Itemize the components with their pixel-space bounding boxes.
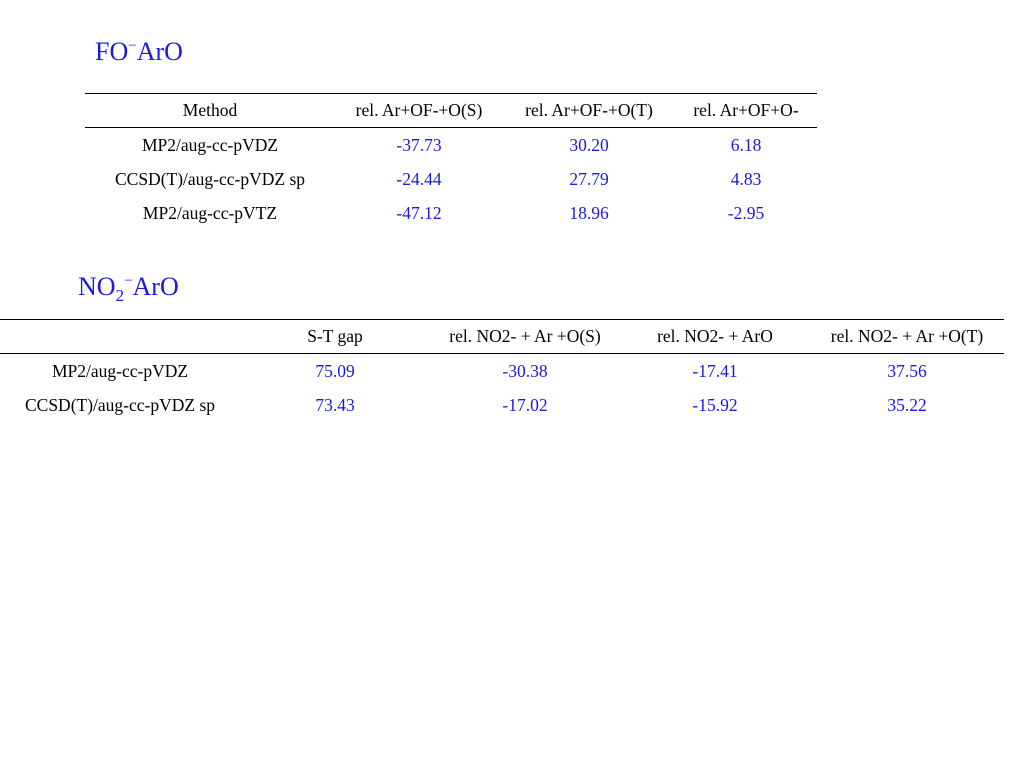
- value-cell: -24.44: [396, 168, 442, 189]
- value-cell: 6.18: [730, 134, 762, 155]
- value-cell: 4.83: [730, 168, 762, 189]
- section-title-no2-aro: NO2−ArO: [78, 272, 179, 305]
- table-row: CCSD(T)/aug-cc-pVDZ sp -24.44 27.79 4.83: [85, 162, 817, 196]
- value-cell: -30.38: [502, 360, 548, 381]
- method-cell: CCSD(T)/aug-cc-pVDZ sp: [24, 394, 216, 415]
- method-cell: MP2/aug-cc-pVDZ: [51, 360, 189, 381]
- value-cell: 37.56: [887, 360, 927, 381]
- value-cell: 75.09: [315, 360, 355, 381]
- value-cell: 30.20: [569, 134, 609, 155]
- title-superscript: −: [128, 38, 137, 54]
- fo-aro-table: Method rel. Ar+OF-+O(S) rel. Ar+OF-+O(T)…: [85, 93, 817, 230]
- value-cell: -17.02: [502, 394, 548, 415]
- column-header-empty: [0, 319, 240, 354]
- title-rest: ArO: [132, 272, 179, 301]
- table-row: MP2/aug-cc-pVDZ -37.73 30.20 6.18: [85, 128, 817, 163]
- table-row: MP2/aug-cc-pVTZ -47.12 18.96 -2.95: [85, 196, 817, 230]
- value-cell: 27.79: [569, 168, 609, 189]
- column-header: rel. Ar+OF-+O(S): [335, 93, 503, 128]
- value-cell: -17.41: [692, 360, 738, 381]
- value-cell: -2.95: [727, 202, 765, 223]
- column-header: rel. Ar+OF+O-: [675, 93, 817, 128]
- method-cell: CCSD(T)/aug-cc-pVDZ sp: [114, 168, 306, 189]
- method-cell: MP2/aug-cc-pVDZ: [141, 134, 279, 155]
- no2-aro-table: S-T gap rel. NO2- + Ar +O(S) rel. NO2- +…: [0, 319, 1004, 422]
- table-header-row: Method rel. Ar+OF-+O(S) rel. Ar+OF-+O(T)…: [85, 93, 817, 128]
- column-header: rel. Ar+OF-+O(T): [503, 93, 675, 128]
- title-rest: ArO: [136, 37, 183, 66]
- column-header: rel. NO2- + Ar +O(S): [430, 319, 620, 354]
- column-header-method: Method: [85, 93, 335, 128]
- title-subscript: 2: [115, 286, 125, 305]
- value-cell: 18.96: [569, 202, 609, 223]
- column-header: rel. NO2- + ArO: [620, 319, 810, 354]
- table-row: MP2/aug-cc-pVDZ 75.09 -30.38 -17.41 37.5…: [0, 354, 1004, 389]
- title-main: NO: [78, 272, 116, 301]
- method-cell: MP2/aug-cc-pVTZ: [142, 202, 278, 223]
- value-cell: -15.92: [692, 394, 738, 415]
- column-header: S-T gap: [240, 319, 430, 354]
- title-superscript: −: [124, 273, 133, 289]
- section-title-fo-aro: FO−ArO: [95, 39, 183, 65]
- title-main: FO: [95, 37, 129, 66]
- column-header: rel. NO2- + Ar +O(T): [810, 319, 1004, 354]
- value-cell: -47.12: [396, 202, 442, 223]
- value-cell: -37.73: [396, 134, 442, 155]
- table-row: CCSD(T)/aug-cc-pVDZ sp 73.43 -17.02 -15.…: [0, 388, 1004, 422]
- table-header-row: S-T gap rel. NO2- + Ar +O(S) rel. NO2- +…: [0, 319, 1004, 354]
- value-cell: 35.22: [887, 394, 927, 415]
- value-cell: 73.43: [315, 394, 355, 415]
